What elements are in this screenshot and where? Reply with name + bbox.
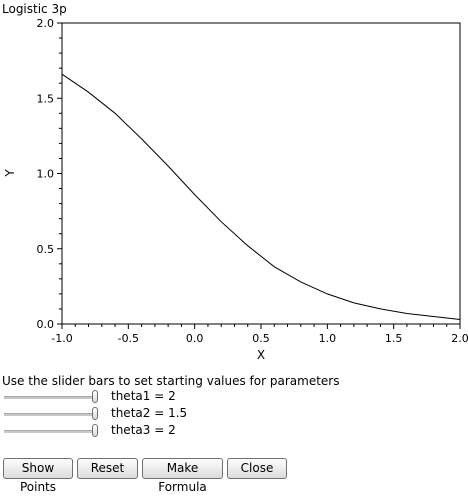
x-axis-label: X: [257, 348, 265, 362]
x-tick-label: 1.5: [385, 332, 403, 345]
y-tick-label: 1.0: [37, 168, 55, 181]
x-tick-label: -1.0: [51, 332, 72, 345]
plot-frame: [61, 22, 461, 325]
theta2-label: theta2 = 1.5: [111, 406, 188, 420]
theta1-label: theta1 = 2: [111, 389, 176, 403]
theta2-slider-thumb[interactable]: [92, 407, 98, 420]
y-tick-label: 0.5: [37, 243, 55, 256]
series-line: [61, 73, 461, 320]
y-tick-label: 0.0: [37, 318, 55, 331]
y-tick-label: 1.5: [37, 92, 55, 105]
make-formula-button[interactable]: Make Formula: [142, 458, 223, 494]
window-title: Logistic 3p: [2, 2, 67, 16]
x-tick-label: 0.0: [186, 332, 204, 345]
theta1-slider-thumb[interactable]: [92, 390, 98, 403]
x-tick-label: -0.5: [118, 332, 139, 345]
theta1-slider-track[interactable]: [4, 396, 98, 399]
x-tick-label: 2.0: [451, 332, 468, 345]
theta2-slider-row: theta2 = 1.5: [2, 406, 302, 422]
x-tick-label: 1.0: [319, 332, 337, 345]
theta3-slider-thumb[interactable]: [92, 424, 98, 437]
show-points-button[interactable]: Show Points: [3, 458, 73, 494]
slider-instructions: Use the slider bars to set starting valu…: [2, 374, 340, 388]
reset-button[interactable]: Reset: [77, 458, 138, 479]
theta3-slider-track[interactable]: [4, 430, 98, 433]
y-tick-label: 2.0: [37, 17, 55, 30]
theta2-slider-track[interactable]: [4, 413, 98, 416]
y-axis-label: Y: [3, 169, 17, 178]
theta3-slider-row: theta3 = 2: [2, 423, 302, 439]
theta1-slider-row: theta1 = 2: [2, 389, 302, 405]
close-button[interactable]: Close: [227, 458, 287, 479]
x-tick-label: 0.5: [252, 332, 270, 345]
logistic-chart: 0.00.51.01.52.0 -1.0 -0.5 0.0 0.5 1.0 1.5 2.0 …: [3, 17, 468, 362]
theta3-label: theta3 = 2: [111, 423, 176, 437]
